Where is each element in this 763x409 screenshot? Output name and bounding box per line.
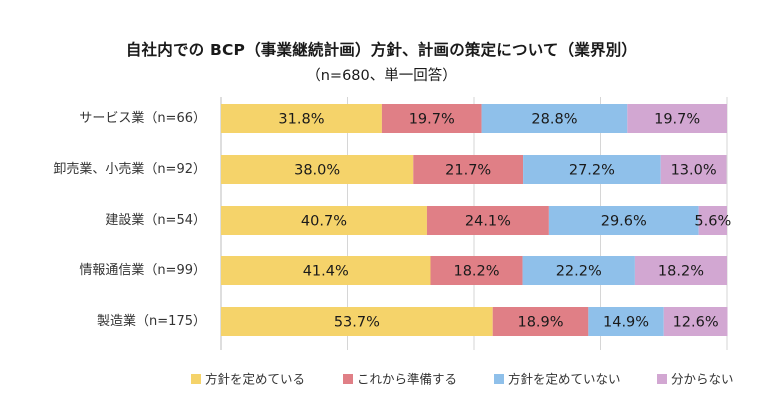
legend-label: これから準備する xyxy=(357,372,457,387)
bar-segment xyxy=(660,155,727,184)
data-label: 19.7% xyxy=(409,112,455,128)
bar-segment xyxy=(381,104,482,133)
data-label: 29.6% xyxy=(601,214,647,230)
legend-label: 方針を定めていない xyxy=(508,372,621,387)
legend-swatch xyxy=(494,374,504,384)
bar-segment xyxy=(221,307,493,336)
bar-segment xyxy=(492,307,589,336)
bar-segment xyxy=(588,307,664,336)
data-label: 18.2% xyxy=(658,264,704,280)
legend-swatch xyxy=(191,374,201,384)
bar-segment xyxy=(426,206,549,235)
data-label: 31.8% xyxy=(278,112,324,128)
legend-swatch xyxy=(657,374,667,384)
bar-segment xyxy=(548,206,699,235)
category-label: サービス業（n=66） xyxy=(79,110,206,126)
bar-segment xyxy=(663,307,728,336)
bar-segment xyxy=(481,104,628,133)
data-label: 28.8% xyxy=(531,112,577,128)
bar-segment xyxy=(523,155,661,184)
bar-segment xyxy=(413,155,524,184)
bar-segment xyxy=(221,206,427,235)
data-label: 24.1% xyxy=(465,214,511,230)
data-label: 40.7% xyxy=(301,214,347,230)
data-label: 21.7% xyxy=(445,163,491,179)
data-label: 27.2% xyxy=(569,163,615,179)
data-label: 14.9% xyxy=(603,315,649,331)
bar-segment xyxy=(221,155,414,184)
legend-label: 分からない xyxy=(671,372,734,387)
chart-subtitle: （n=680、単一回答） xyxy=(306,68,457,84)
bar-segment xyxy=(522,256,635,285)
bar-segment xyxy=(221,104,382,133)
data-label: 12.6% xyxy=(673,315,719,331)
category-label: 情報通信業（n=99） xyxy=(79,262,206,278)
bar-segment xyxy=(430,256,523,285)
bar-segment xyxy=(221,256,431,285)
data-label: 18.9% xyxy=(517,315,563,331)
category-label: 建設業（n=54） xyxy=(105,212,206,228)
bar-segment xyxy=(627,104,727,133)
bar-segment xyxy=(698,206,727,235)
category-label: 製造業（n=175） xyxy=(97,313,206,329)
legend-swatch xyxy=(343,374,353,384)
data-label: 13.0% xyxy=(671,163,717,179)
data-label: 22.2% xyxy=(556,264,602,280)
data-label: 18.2% xyxy=(453,264,499,280)
data-label: 19.7% xyxy=(654,112,700,128)
chart-title: 自社内での BCP（事業継続計画）方針、計画の策定について（業界別） xyxy=(125,41,638,59)
legend-label: 方針を定めている xyxy=(205,372,305,387)
data-label: 41.4% xyxy=(303,264,349,280)
category-label: 卸売業、小売業（n=92） xyxy=(53,161,206,177)
bar-segment xyxy=(634,256,727,285)
data-label: 38.0% xyxy=(294,163,340,179)
data-label: 53.7% xyxy=(334,315,380,331)
data-label: 5.6% xyxy=(694,214,731,230)
